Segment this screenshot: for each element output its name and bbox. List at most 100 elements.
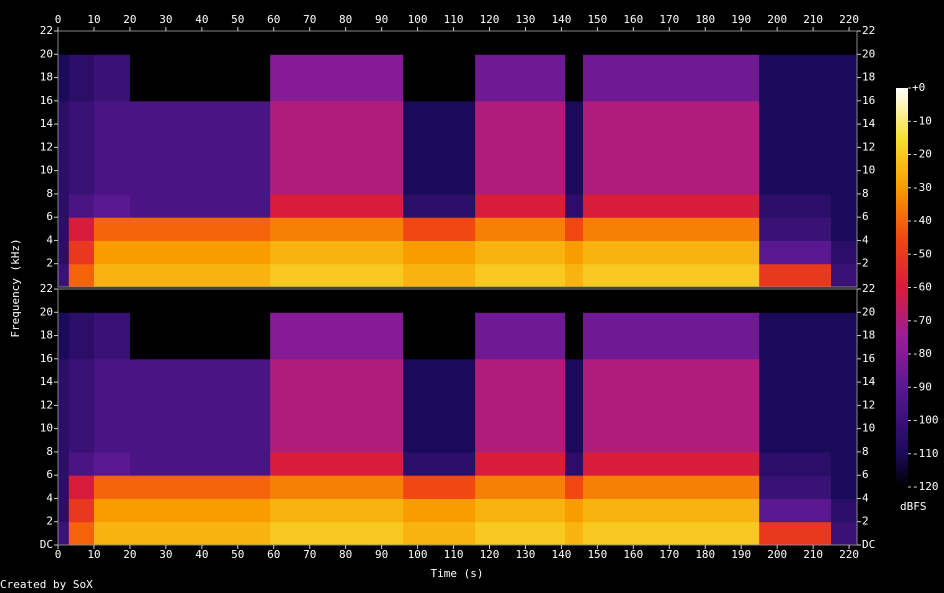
- spectrogram-cell: [270, 312, 404, 360]
- spectrogram-cell: [759, 54, 832, 102]
- y-tick-label: 2: [46, 515, 53, 528]
- y-tick-label: 10: [862, 422, 875, 435]
- y-tick-label: 10: [40, 422, 53, 435]
- spectrogram-cell: [831, 217, 858, 241]
- spectrogram-cell: [475, 193, 566, 218]
- spectrogram-cell: [58, 31, 70, 55]
- x-tick-label: 10: [87, 13, 100, 26]
- spectrogram-cell: [68, 31, 95, 55]
- spectrogram-cell: [565, 263, 584, 288]
- spectrogram-cell: [565, 217, 584, 241]
- spectrogram-cell: [58, 358, 70, 453]
- spectrogram-cell: [93, 475, 131, 499]
- spectrogram-cell: [68, 240, 95, 265]
- x-tick-label: 190: [731, 13, 751, 26]
- spectrogram-cell: [58, 521, 70, 546]
- spectrogram-cell: [270, 217, 404, 241]
- x-tick-label: 220: [839, 548, 859, 561]
- spectrogram-cell: [831, 263, 858, 288]
- x-tick-label: 180: [695, 13, 715, 26]
- spectrogram-cell: [58, 54, 70, 102]
- spectrogram-cell: [831, 358, 858, 453]
- spectrogram-cell: [270, 193, 404, 218]
- y-tick-label: 12: [862, 398, 875, 411]
- spectrogram-cell: [403, 312, 476, 360]
- x-tick-label: 70: [303, 548, 316, 561]
- spectrogram-cell: [582, 451, 760, 476]
- spectrogram-cell: [475, 498, 566, 523]
- spectrogram-cell: [582, 521, 760, 546]
- panel-frame: [57, 288, 858, 546]
- spectrogram-cell: [759, 451, 832, 476]
- y-tick-label: 18: [40, 329, 53, 342]
- x-tick-label: 160: [623, 548, 643, 561]
- x-tick-label: 90: [375, 548, 388, 561]
- spectrogram-cell: [129, 451, 271, 476]
- y-tick-label: 14: [862, 375, 876, 388]
- spectrogram-cell: [582, 31, 760, 55]
- x-tick-label: 20: [123, 548, 136, 561]
- spectrogram-cell: [58, 451, 70, 476]
- spectrogram-cell: [129, 54, 271, 102]
- x-tick-label: 120: [480, 548, 500, 561]
- y-tick-label: 6: [46, 210, 53, 223]
- y-tick-label: 20: [40, 47, 53, 60]
- spectrogram-cell: [759, 498, 832, 523]
- colorbar-tick-label: -80: [912, 347, 932, 360]
- spectrogram-cell: [129, 263, 271, 288]
- spectrogram-cell: [582, 263, 760, 288]
- colorbar-tick-label: -110: [912, 447, 939, 460]
- spectrogram-cell: [759, 358, 832, 453]
- colorbar-tick-label: -70: [912, 314, 932, 327]
- spectrogram-cell: [270, 289, 404, 313]
- colorbar-tick-label: -50: [912, 247, 932, 260]
- spectrogram-cell: [58, 217, 70, 241]
- y-tick-label: DC: [862, 538, 875, 551]
- spectrogram-cell: [93, 451, 131, 476]
- spectrogram-cell: [565, 358, 584, 453]
- colorbar-tick-label: -120: [912, 480, 939, 493]
- x-tick-label: 200: [767, 13, 787, 26]
- spectrogram-cell: [582, 289, 760, 313]
- spectrogram-cell: [270, 100, 404, 195]
- spectrogram-cell: [58, 289, 70, 313]
- spectrogram-cell: [403, 54, 476, 102]
- spectrogram-cell: [403, 498, 476, 523]
- x-axis-label: Time (s): [431, 567, 484, 580]
- x-tick-label: 100: [408, 13, 428, 26]
- spectrogram-cell: [475, 358, 566, 453]
- spectrogram-cell: [93, 54, 131, 102]
- spectrogram-cell: [831, 100, 858, 195]
- spectrogram-cell: [129, 312, 271, 360]
- colorbar-tick-label: -90: [912, 380, 932, 393]
- spectrogram-cell: [565, 475, 584, 499]
- x-tick-label: 100: [408, 548, 428, 561]
- y-tick-label: 22: [40, 282, 53, 295]
- y-tick-label: 8: [862, 187, 869, 200]
- spectrogram-cell: [475, 475, 566, 499]
- y-tick-label: 18: [862, 329, 875, 342]
- x-tick-label: 130: [516, 13, 536, 26]
- spectrogram-cell: [831, 240, 858, 265]
- x-tick-label: 50: [231, 13, 244, 26]
- spectrogram-cell: [68, 217, 95, 241]
- x-tick-label: 80: [339, 13, 352, 26]
- spectrogram-cell: [93, 312, 131, 360]
- spectrogram-cell: [403, 100, 476, 195]
- spectrogram-cell: [831, 521, 858, 546]
- spectrogram-cell: [759, 289, 832, 313]
- spectrogram-cell: [270, 31, 404, 55]
- y-tick-label: 16: [40, 352, 53, 365]
- spectrogram-cell: [582, 358, 760, 453]
- x-tick-label: 210: [803, 13, 823, 26]
- spectrogram-cell: [58, 312, 70, 360]
- spectrogram-cell: [93, 263, 131, 288]
- spectrogram-cell: [270, 54, 404, 102]
- y-tick-label: DC: [40, 538, 53, 551]
- y-tick-label: 22: [862, 24, 875, 37]
- y-axis-label: Frequency (kHz): [9, 238, 22, 337]
- x-tick-label: 140: [551, 13, 571, 26]
- spectrogram-cell: [129, 475, 271, 499]
- spectrogram-cell: [582, 475, 760, 499]
- x-tick-label: 110: [444, 548, 464, 561]
